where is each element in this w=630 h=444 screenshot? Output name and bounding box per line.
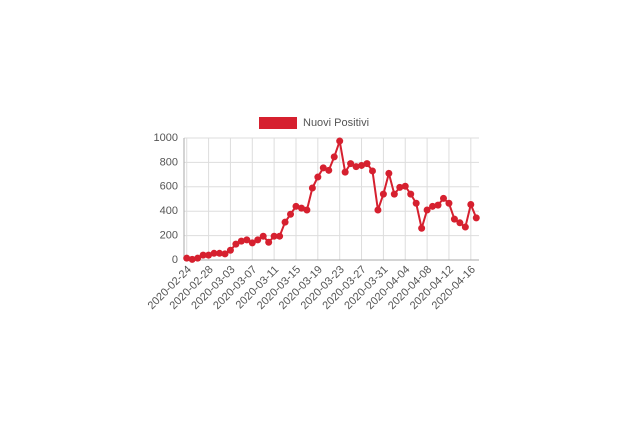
data-point xyxy=(341,168,349,176)
y-tick-label: 0 xyxy=(172,254,178,266)
data-point xyxy=(461,223,469,231)
data-point xyxy=(265,238,273,246)
data-point xyxy=(292,202,300,210)
data-point xyxy=(216,249,224,257)
data-point xyxy=(429,202,437,210)
y-tick-label: 600 xyxy=(160,181,178,193)
legend-swatch xyxy=(259,117,297,129)
data-point xyxy=(232,240,240,248)
data-point xyxy=(434,201,442,209)
data-point xyxy=(259,232,267,240)
data-point xyxy=(221,250,229,258)
data-point xyxy=(248,239,256,247)
data-point xyxy=(407,190,415,198)
data-point xyxy=(194,254,202,262)
y-tick-label: 200 xyxy=(160,230,178,242)
data-point xyxy=(358,161,366,169)
data-point xyxy=(385,169,393,177)
data-point xyxy=(243,236,251,244)
data-point xyxy=(412,199,420,207)
y-tick-label: 800 xyxy=(160,156,178,168)
data-point xyxy=(281,218,289,226)
data-point xyxy=(336,137,344,145)
data-point xyxy=(368,167,376,175)
data-point xyxy=(297,204,305,212)
data-point xyxy=(287,210,295,218)
data-point xyxy=(456,219,464,227)
data-point xyxy=(439,194,447,202)
data-point xyxy=(210,249,218,257)
y-tick-label: 400 xyxy=(160,205,178,217)
data-point xyxy=(319,164,327,172)
data-point xyxy=(396,183,404,191)
data-point xyxy=(330,153,338,161)
data-point xyxy=(467,200,475,208)
data-point xyxy=(363,160,371,168)
data-point xyxy=(390,190,398,198)
data-point xyxy=(347,160,355,168)
data-point xyxy=(270,232,278,240)
data-point xyxy=(423,206,431,214)
data-point xyxy=(379,190,387,198)
data-point xyxy=(418,224,426,232)
data-point xyxy=(450,215,458,223)
y-tick-label: 1000 xyxy=(154,132,178,144)
data-point xyxy=(188,255,196,263)
data-point xyxy=(472,214,480,222)
data-point xyxy=(325,166,333,174)
data-point xyxy=(199,251,207,259)
data-point xyxy=(205,251,213,259)
data-point xyxy=(352,163,360,171)
data-point xyxy=(374,206,382,214)
data-point xyxy=(276,232,284,240)
data-point xyxy=(303,206,311,214)
data-point xyxy=(254,236,262,244)
data-point xyxy=(237,237,245,245)
data-point xyxy=(226,246,234,254)
data-point xyxy=(401,182,409,190)
data-point xyxy=(183,254,191,262)
legend-label: Nuovi Positivi xyxy=(303,117,369,129)
data-point xyxy=(445,199,453,207)
data-point xyxy=(308,184,316,192)
data-point xyxy=(314,173,322,181)
